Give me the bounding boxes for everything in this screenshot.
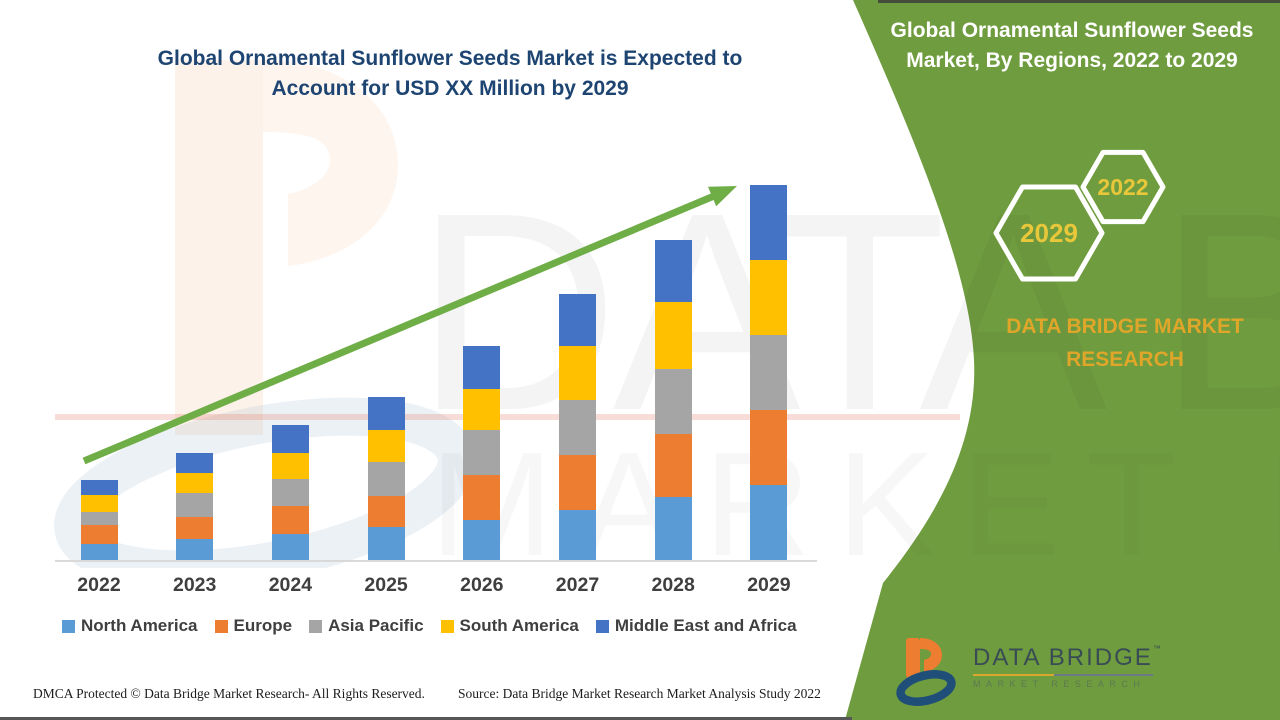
bar-segment-middle-east-and-africa xyxy=(463,346,501,389)
legend-item: South America xyxy=(440,616,579,636)
legend-label: South America xyxy=(459,616,579,635)
green-panel-shape xyxy=(845,0,1280,720)
bar-segment-middle-east-and-africa xyxy=(654,240,692,302)
bar-segment-asia-pacific xyxy=(559,400,596,455)
bar-segment-asia-pacific xyxy=(463,430,501,475)
bar-segment-north-america xyxy=(559,510,596,560)
legend-item: Middle East and Africa xyxy=(595,616,797,636)
x-axis-label: 2029 xyxy=(747,574,791,596)
x-axis-label: 2022 xyxy=(77,574,121,596)
bar-segment-south-america xyxy=(176,473,214,493)
legend-swatch xyxy=(214,619,228,633)
stacked-bar-2028 xyxy=(654,240,692,560)
bar-segment-south-america xyxy=(559,346,596,400)
legend-label: North America xyxy=(81,616,198,635)
bar-segment-middle-east-and-africa xyxy=(750,185,788,260)
bar-segment-asia-pacific xyxy=(271,479,309,506)
hexagon-2029-label: 2029 xyxy=(1020,218,1078,248)
stacked-bar-2023 xyxy=(176,453,214,560)
year-hexagons: 2029 2022 xyxy=(993,149,1166,282)
x-axis-label: 2028 xyxy=(651,574,695,596)
bar-segment-north-america xyxy=(654,497,692,560)
chart-legend: North America Europe Asia Pacific South Ame… xyxy=(62,616,797,636)
bar-segment-europe xyxy=(750,410,788,485)
chart-title-line2: Account for USD XX Million by 2029 xyxy=(271,77,629,100)
bar-segment-asia-pacific xyxy=(750,335,788,410)
bar-segment-south-america xyxy=(750,260,788,335)
bar-segment-south-america xyxy=(80,495,118,512)
x-axis-line xyxy=(55,560,817,562)
bar-segment-europe xyxy=(654,434,692,497)
bar-segment-north-america xyxy=(176,539,214,560)
legend-swatch xyxy=(62,619,75,633)
bar-segment-europe xyxy=(463,475,501,520)
side-panel-title-line2: Market, By Regions, 2022 to 2029 xyxy=(906,49,1238,72)
logo-title: DATA BRIDGE xyxy=(973,644,1153,676)
stacked-bar-2024 xyxy=(271,425,309,560)
bar-segment-europe xyxy=(559,455,596,510)
legend-label: Asia Pacific xyxy=(328,616,424,635)
hexagon-2022 xyxy=(1080,149,1166,225)
bar-segment-asia-pacific xyxy=(367,462,405,496)
legend-swatch xyxy=(595,619,609,633)
logo-subtitle: MARKET RESEARCH xyxy=(973,679,1146,689)
source-note: Source: Data Bridge Market Research Mark… xyxy=(458,686,821,701)
bar-segment-north-america xyxy=(750,485,788,560)
chart-title: Global Ornamental Sunflower Seeds Market… xyxy=(110,44,790,104)
logo-trademark: ™ xyxy=(1152,644,1161,653)
legend-label: Middle East and Africa xyxy=(614,616,797,635)
bottom-edge-line xyxy=(0,717,852,720)
bar-segment-north-america xyxy=(367,527,405,560)
x-axis-label: 2024 xyxy=(268,574,313,596)
chart-title-line1: Global Ornamental Sunflower Seeds Market… xyxy=(157,47,743,70)
bar-segment-asia-pacific xyxy=(80,512,118,525)
side-panel-title: Global Ornamental Sunflower Seeds Market… xyxy=(872,16,1272,76)
databridge-logo-text: DATA BRIDGE™ MARKET RESEARCH xyxy=(973,644,1161,689)
legend-item: Europe xyxy=(214,616,293,636)
bar-segment-middle-east-and-africa xyxy=(367,397,405,430)
bar-segment-europe xyxy=(271,506,309,534)
stacked-bar-2025 xyxy=(367,397,405,560)
legend-swatch xyxy=(309,619,323,633)
legend-item: North America xyxy=(62,616,198,636)
stacked-bar-2022 xyxy=(80,480,118,560)
top-edge-line xyxy=(878,0,1280,3)
bar-segment-europe xyxy=(367,496,405,527)
side-panel-title-line1: Global Ornamental Sunflower Seeds xyxy=(890,19,1254,42)
bar-segment-europe xyxy=(80,525,118,544)
brand-wordmark: DATA BRIDGE MARKET RESEARCH xyxy=(1006,315,1244,371)
x-axis-label: 2026 xyxy=(460,574,504,596)
bar-segment-south-america xyxy=(463,389,501,430)
bar-segment-north-america xyxy=(463,520,501,560)
hexagon-2029 xyxy=(993,184,1105,282)
bar-segment-south-america xyxy=(271,453,309,479)
x-axis-label: 2023 xyxy=(172,574,217,596)
bar-segment-middle-east-and-africa xyxy=(271,425,309,453)
bar-segment-middle-east-and-africa xyxy=(176,453,214,473)
bar-segment-europe xyxy=(176,517,214,539)
databridge-logo: DATA BRIDGE™ MARKET RESEARCH xyxy=(893,636,1161,706)
legend-label: Europe xyxy=(233,616,293,635)
stacked-bar-2027 xyxy=(559,294,596,560)
bar-segment-middle-east-and-africa xyxy=(80,480,118,495)
bar-segment-middle-east-and-africa xyxy=(559,294,596,346)
bar-segment-south-america xyxy=(367,430,405,462)
bar-segment-asia-pacific xyxy=(654,369,692,434)
bar-segment-north-america xyxy=(271,534,309,560)
bar-segment-south-america xyxy=(654,302,692,369)
hexagon-2022-label: 2022 xyxy=(1097,174,1148,200)
x-axis-label: 2025 xyxy=(364,574,408,596)
legend-item: Asia Pacific xyxy=(309,616,424,636)
bar-segment-asia-pacific xyxy=(176,493,214,517)
x-axis-label: 2027 xyxy=(555,574,600,596)
legend-swatch xyxy=(440,619,454,633)
bar-segment-north-america xyxy=(80,544,118,560)
databridge-logo-icon xyxy=(896,638,956,706)
stacked-bar-2029 xyxy=(750,185,788,560)
stacked-bar-2026 xyxy=(463,346,501,560)
dmca-notice: DMCA Protected © Data Bridge Market Rese… xyxy=(33,686,425,701)
